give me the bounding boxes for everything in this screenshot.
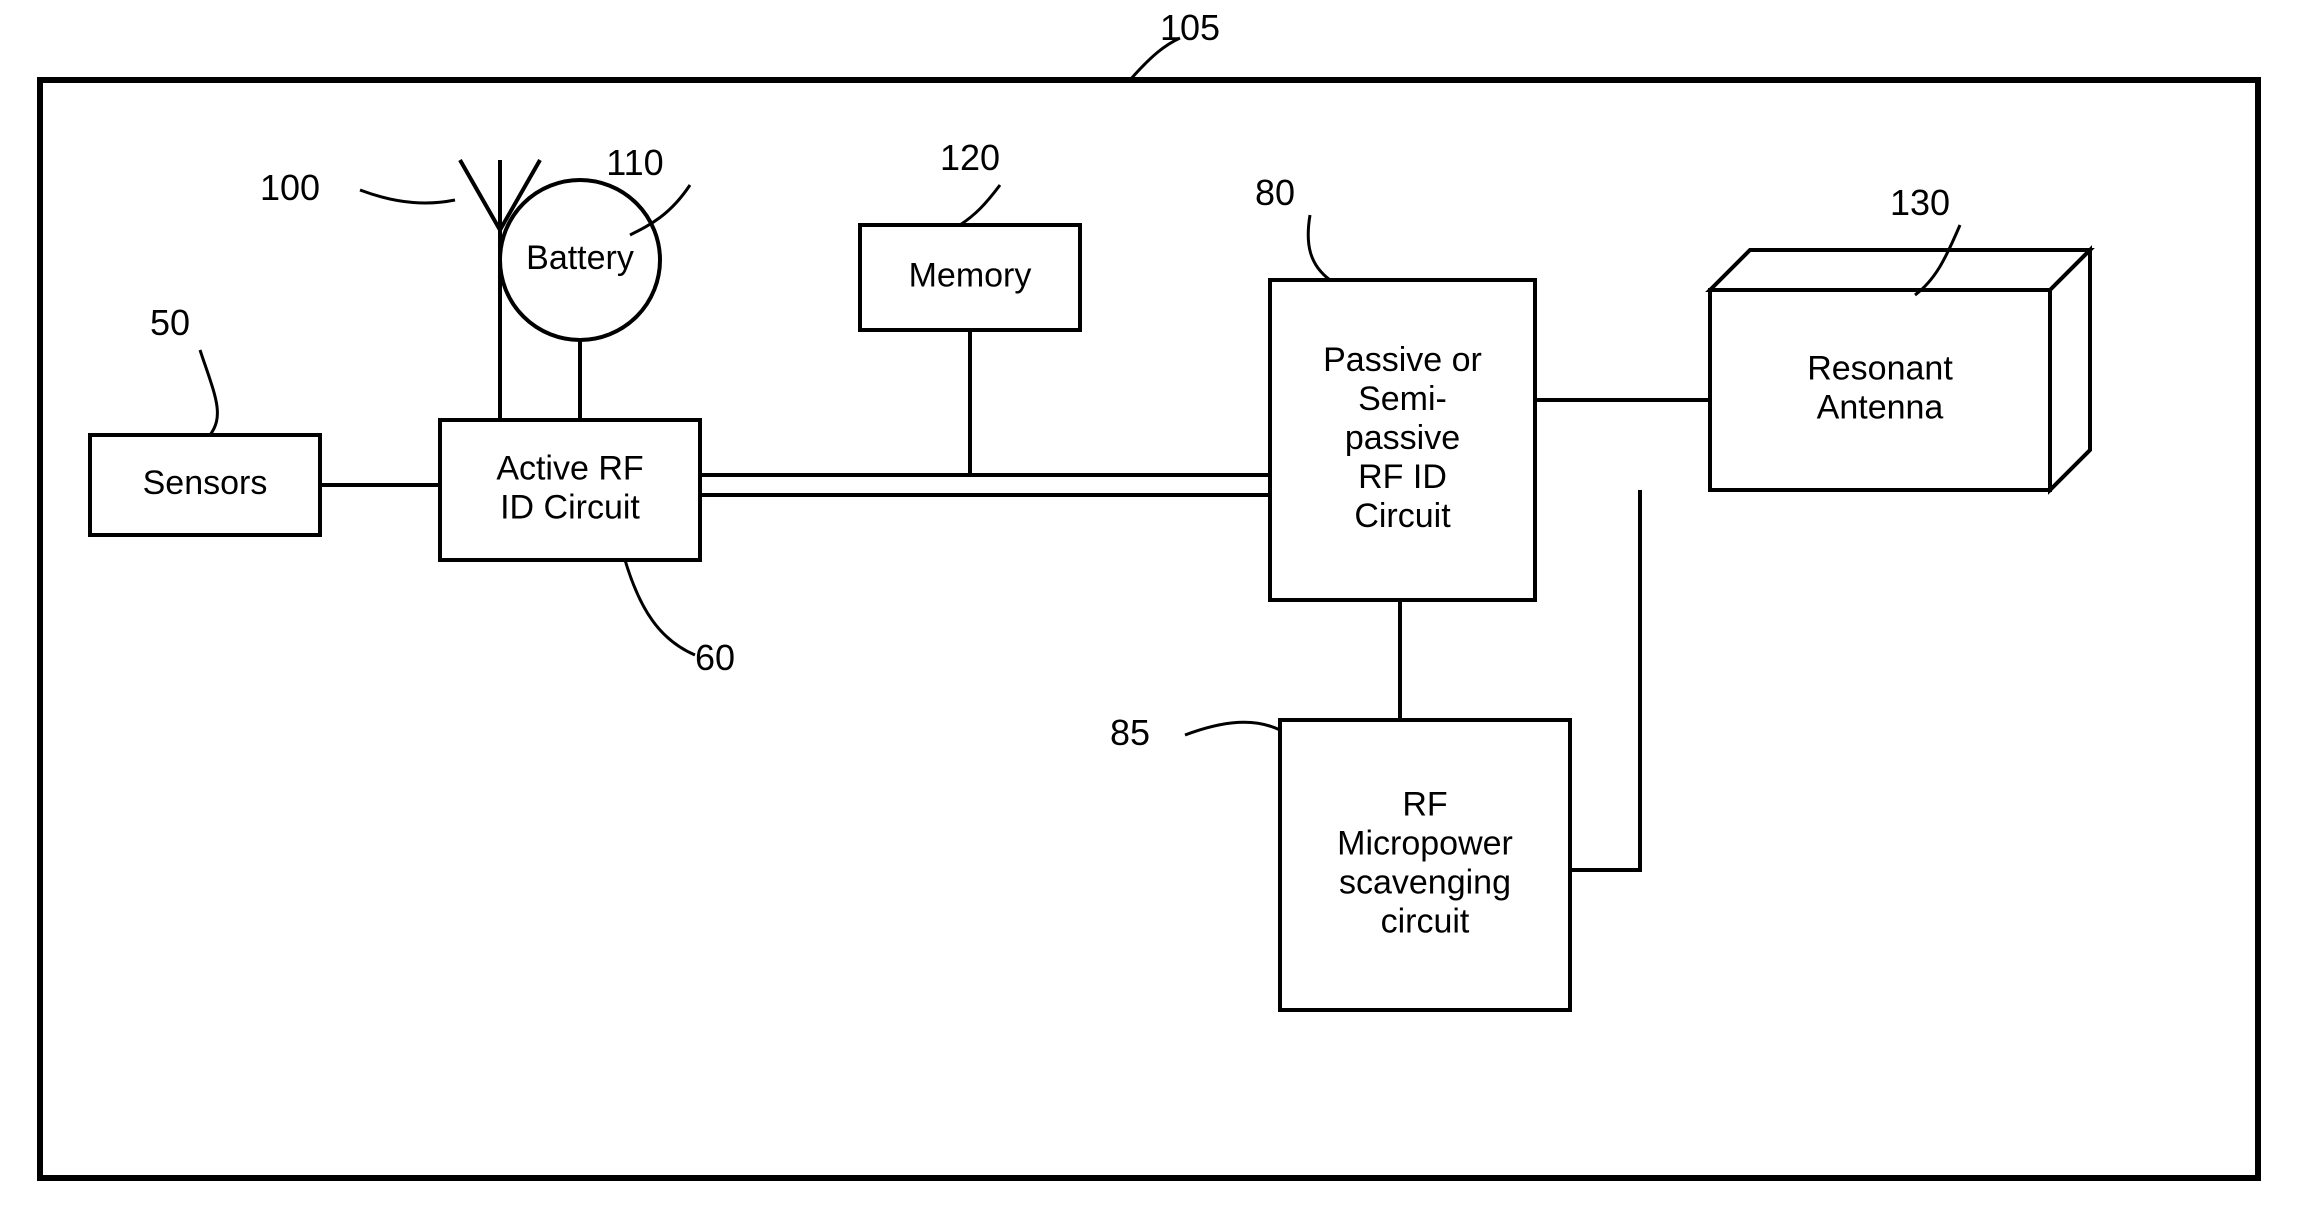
passive-rf-id-circuit-node-label: passive	[1345, 419, 1460, 457]
active-rf-id-circuit-node-label: ID Circuit	[500, 489, 640, 527]
resonant-antenna-node-label: Resonant	[1807, 349, 1953, 387]
rf-micropower-scavenging-node-label: scavenging	[1339, 864, 1511, 902]
rf-micropower-scavenging-node-label: RF	[1402, 785, 1447, 823]
rf-micropower-scavenging-node-label: Micropower	[1337, 824, 1513, 862]
system-container	[40, 80, 2258, 1178]
resonant-antenna-top	[1710, 250, 2090, 290]
resonant-antenna-side	[2050, 250, 2090, 490]
passive-rf-id-circuit-node-label: Passive or	[1323, 341, 1482, 379]
sensors-node-label: Sensors	[143, 464, 268, 502]
battery-node-label: Battery	[526, 239, 634, 277]
memory-node-label: Memory	[909, 256, 1032, 294]
active-rf-id-circuit-node-label: Active RF	[496, 449, 643, 487]
ref-number-130: 130	[1890, 182, 1950, 223]
ref-number-105: 105	[1160, 7, 1220, 48]
passive-rf-id-circuit-node-label: Semi-	[1358, 380, 1447, 418]
passive-rf-id-circuit-node-label: RF ID	[1358, 458, 1447, 496]
resonant-antenna-node-label: Antenna	[1817, 389, 1944, 427]
ref-number-80: 80	[1255, 172, 1295, 213]
ref-number-85: 85	[1110, 712, 1150, 753]
passive-rf-id-circuit-node-label: Circuit	[1354, 497, 1451, 535]
rf-micropower-scavenging-node-label: circuit	[1381, 903, 1470, 941]
ref-number-120: 120	[940, 137, 1000, 178]
ref-number-50: 50	[150, 302, 190, 343]
ref-number-110: 110	[606, 142, 663, 183]
ref-number-60: 60	[695, 637, 735, 678]
ref-number-100: 100	[260, 167, 320, 208]
